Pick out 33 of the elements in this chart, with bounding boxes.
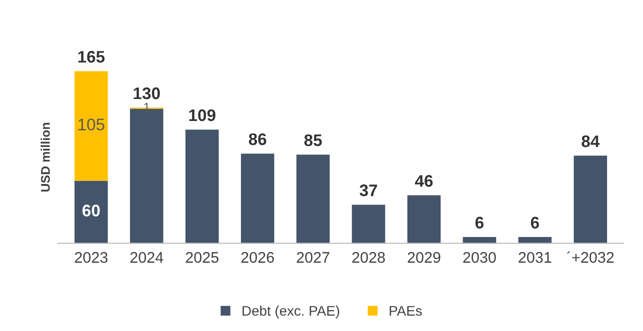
bar [407,195,441,244]
bar [185,130,219,244]
x-tick-label: 2029 [408,252,440,263]
x-tick-label: 2031 [518,252,552,263]
total-label: 86 [248,133,266,146]
data-label: 60 [82,204,100,216]
y-axis-title: USD million [40,122,50,192]
x-tick-label: 2028 [352,252,385,263]
bar [352,204,386,244]
bar [574,156,608,244]
total-label: 6 [530,216,539,229]
x-tick-label: ´+2032 [566,251,614,263]
x-tick-label: 2024 [130,252,164,263]
bar [240,154,274,244]
bar [74,71,108,181]
total-label: 109 [189,109,216,122]
total-label: 6 [475,216,484,229]
total-label: 165 [78,50,105,63]
total-label: 46 [414,175,433,187]
total-label: 37 [360,184,378,196]
total-label: 85 [304,134,322,146]
x-tick-label: 2030 [463,252,496,263]
total-label: 84 [582,135,600,148]
bar [74,180,108,244]
x-tick-label: 2025 [186,252,218,263]
legend-label: PAEs [390,306,422,316]
total-label: 130 [134,87,160,100]
x-tick-label: 2027 [296,252,330,263]
x-tick-label: 2026 [241,252,274,263]
bar [296,154,330,244]
legend-label: Debt (exc. PAE) [242,306,340,318]
x-tick-label: 2023 [74,252,108,263]
data-label: 105 [78,118,104,130]
